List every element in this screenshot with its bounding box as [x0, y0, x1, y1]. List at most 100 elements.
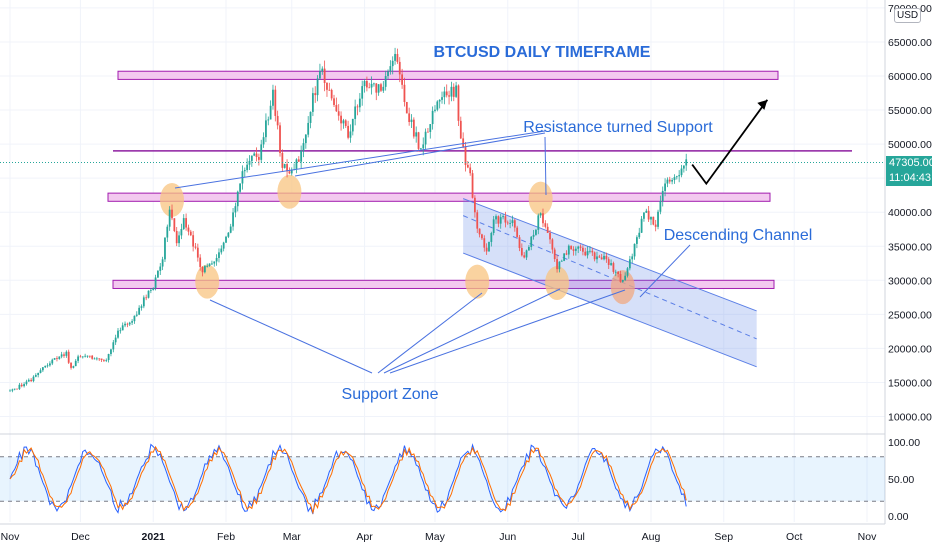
candle-body: [84, 355, 87, 357]
candle-body: [300, 150, 303, 162]
candle-body: [492, 219, 495, 233]
candle-body: [485, 247, 488, 252]
candle-body: [565, 253, 568, 255]
candle-body: [495, 216, 497, 220]
candle-body: [558, 261, 561, 270]
candle-body: [74, 360, 77, 367]
price-tick-label: 10000.00: [888, 412, 932, 424]
candle-body: [297, 159, 300, 162]
candle-body: [319, 71, 321, 79]
grid-lines: [0, 0, 885, 522]
candle-body: [574, 248, 577, 251]
candle-body: [671, 180, 674, 182]
candle-body: [410, 119, 413, 122]
candle-body: [403, 84, 406, 103]
candle-body: [257, 157, 260, 160]
candle-body: [389, 66, 392, 72]
price-tick-label: 20000.00: [888, 343, 932, 355]
candle-body: [621, 279, 624, 282]
candle-body: [373, 83, 375, 85]
candle-body: [556, 259, 558, 270]
candle-body: [675, 176, 678, 178]
candle-body: [434, 109, 436, 111]
candle-body: [250, 155, 253, 161]
candle-body: [572, 249, 575, 251]
candle-body: [314, 93, 317, 96]
candle-body: [443, 91, 446, 98]
candle-body: [612, 263, 615, 272]
candle-body: [255, 153, 258, 158]
candle-body: [72, 366, 75, 368]
candle-body: [27, 379, 30, 382]
candle-body: [295, 159, 298, 170]
candle-body: [605, 255, 608, 260]
candle-body: [321, 68, 324, 72]
candle-body: [661, 190, 664, 202]
candle-body: [365, 80, 368, 88]
candle-body: [567, 245, 570, 255]
candle-body: [668, 179, 671, 182]
candle-body: [462, 138, 465, 147]
candle-body: [358, 98, 361, 108]
candle-body: [16, 388, 18, 390]
candle-body: [25, 381, 28, 385]
annotation-callout-line: [383, 288, 561, 374]
candle-body: [276, 115, 279, 126]
candle-body: [18, 384, 21, 390]
candle-body: [86, 355, 89, 357]
candle-body: [581, 247, 584, 252]
candle-body: [586, 250, 589, 256]
candle-body: [401, 74, 404, 85]
candle-body: [192, 235, 195, 247]
candle-body: [631, 256, 634, 260]
touch-point-marker: [160, 182, 185, 217]
candle-body: [394, 53, 396, 61]
candle-body: [95, 358, 98, 360]
candle-body: [9, 390, 11, 392]
candle-body: [412, 119, 415, 137]
candle-body: [504, 216, 507, 223]
candle-body: [13, 388, 16, 390]
candle-body: [422, 144, 425, 149]
candle-body: [645, 210, 648, 213]
candle-body: [182, 218, 185, 230]
candle-body: [593, 252, 596, 260]
price-tick-label: 40000.00: [888, 207, 932, 219]
candle-body: [316, 78, 319, 96]
oscillator-tick-label: 50.00: [888, 474, 914, 486]
time-tick-label: Feb: [217, 531, 235, 543]
candle-body: [23, 384, 25, 387]
currency-label[interactable]: USD: [894, 8, 922, 23]
candle-body: [107, 353, 110, 360]
oscillator-k-line: [9, 443, 687, 515]
descending-channel: [463, 198, 757, 367]
candle-body: [93, 358, 96, 360]
candle-body: [436, 101, 439, 110]
touch-point-marker: [528, 181, 553, 216]
current-price-value: 47305.00: [889, 157, 932, 169]
candle-body: [610, 263, 612, 265]
time-tick-label: Apr: [356, 531, 373, 543]
time-tick-label: Dec: [71, 531, 90, 543]
candle-body: [79, 356, 82, 358]
candle-body: [516, 227, 519, 238]
candle-body: [60, 354, 63, 357]
candle-body: [382, 86, 385, 91]
candle-body: [126, 323, 129, 325]
candle-body: [199, 257, 202, 267]
candle-body: [302, 143, 305, 151]
candle-body: [173, 218, 176, 232]
candle-body: [288, 171, 291, 174]
candle-body: [490, 232, 493, 242]
touch-point-marker: [610, 270, 635, 305]
candle-body: [39, 370, 42, 373]
candle-body: [239, 183, 241, 192]
annotation-descending-channel: Descending Channel: [664, 227, 813, 244]
candle-body: [619, 274, 622, 282]
candle-body: [476, 212, 479, 229]
candle-body: [471, 173, 474, 198]
time-tick-label: Aug: [642, 531, 661, 543]
candle-body: [311, 93, 314, 112]
chart-title: BTCUSD DAILY TIMEFRAME: [434, 44, 651, 61]
